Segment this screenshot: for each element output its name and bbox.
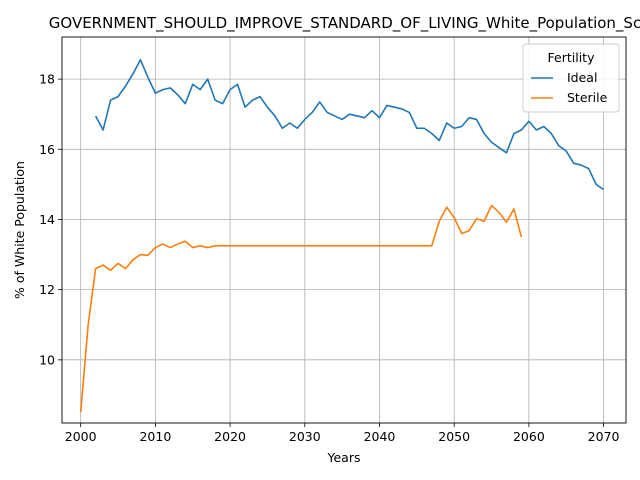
x-tick-label: 2020 — [214, 429, 246, 444]
plot-frame — [61, 36, 627, 424]
x-tick-label: 2060 — [513, 429, 545, 444]
x-tick-label: 2030 — [289, 429, 321, 444]
y-axis: 10 12 14 16 18 — [39, 72, 62, 367]
series-lines — [79, 59, 605, 413]
x-axis: 2000 2010 2020 2030 2040 2050 2060 2070 — [65, 423, 620, 444]
series-line-ideal — [94, 59, 605, 191]
chart-title: GOVERNMENT_SHOULD_IMPROVE_STANDARD_OF_LI… — [49, 14, 640, 33]
x-tick-label: 2010 — [139, 429, 171, 444]
legend-label-ideal: Ideal — [567, 70, 597, 85]
legend: Fertility Ideal Sterile — [522, 43, 620, 113]
x-tick-label: 2040 — [364, 429, 396, 444]
x-tick-label: 2070 — [588, 429, 620, 444]
legend-label-sterile: Sterile — [567, 90, 608, 105]
y-tick-label: 14 — [39, 212, 55, 227]
y-tick-label: 10 — [39, 352, 55, 367]
y-tick-label: 16 — [39, 142, 55, 157]
y-axis-label: % of White Population — [12, 161, 27, 299]
y-tick-label: 18 — [39, 72, 55, 87]
x-tick-label: 2050 — [438, 429, 470, 444]
legend-box — [522, 43, 620, 113]
x-axis-label: Years — [327, 450, 361, 465]
x-tick-label: 2000 — [65, 429, 97, 444]
y-tick-label: 12 — [39, 282, 55, 297]
legend-title: Fertility — [548, 50, 596, 65]
series-line-sterile — [79, 204, 523, 413]
